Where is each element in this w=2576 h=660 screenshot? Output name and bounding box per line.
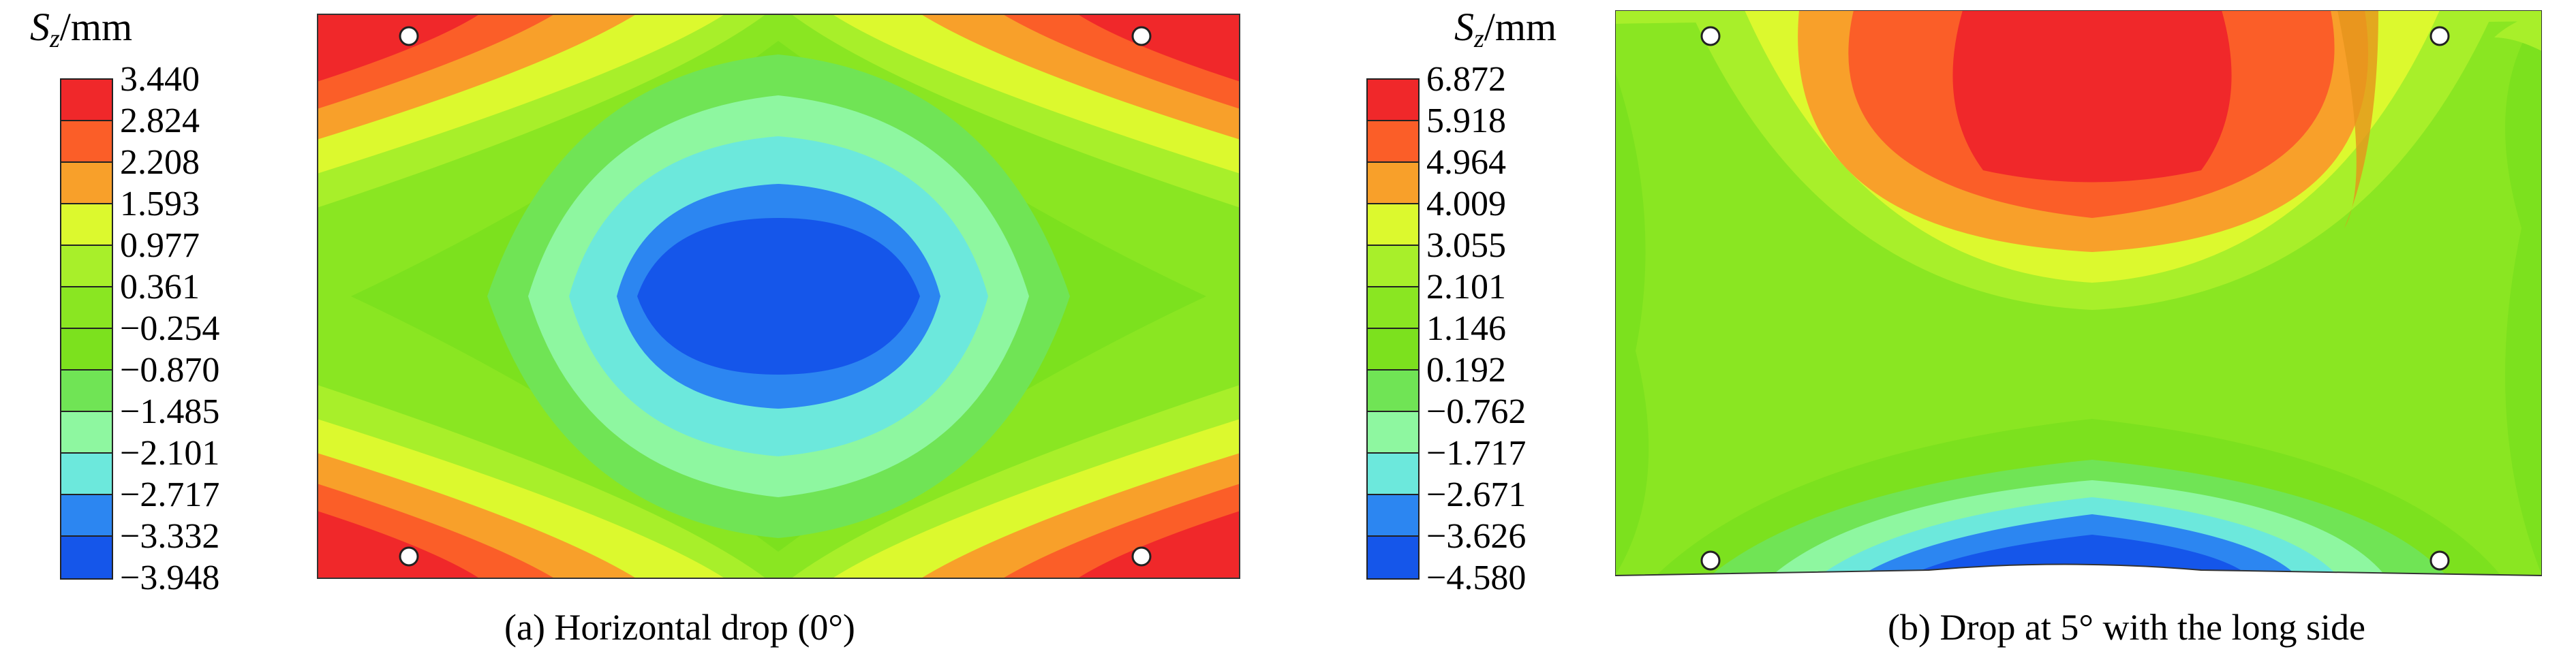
- legend-a-tick-label: −2.101: [120, 434, 220, 473]
- legend-a-tick-label: −3.332: [120, 517, 220, 556]
- legend-b-tick-label: 4.964: [1426, 143, 1506, 182]
- legend-a-swatch: [61, 454, 112, 495]
- corner-contours-a: [317, 14, 1240, 579]
- legend-b-tick-label: −0.762: [1426, 392, 1527, 431]
- legend-a-tick-label: −0.870: [120, 351, 220, 390]
- legend-b-tick-label: 1.146: [1426, 309, 1506, 348]
- legend-b-swatch: [1368, 495, 1418, 537]
- panel-a: Sz/mm 3.440 2.824 2.208 1.593 0.977 0.361 −0.2…: [30, 4, 1240, 648]
- legend-b-unit: /mm: [1484, 5, 1557, 49]
- legend-b-tick-label: 6.872: [1426, 60, 1506, 99]
- legend-b-swatch: [1368, 329, 1418, 371]
- legend-a-tick-label: −0.254: [120, 309, 220, 348]
- legend-a-swatch: [61, 163, 112, 204]
- legend-a-tick-label: −3.948: [120, 559, 220, 597]
- legend-a-swatch: [61, 329, 112, 371]
- legend-b-tick-label: 2.101: [1426, 268, 1506, 307]
- legend-a-tick-label: 2.208: [120, 143, 200, 182]
- caption-a: (a) Horizontal drop (0°): [504, 607, 855, 648]
- legend-a-swatch: [61, 204, 112, 246]
- legend-b-tick-label: −4.580: [1426, 559, 1527, 597]
- legend-b-swatch: [1368, 80, 1418, 121]
- legend-b-tick-label: 3.055: [1426, 226, 1506, 265]
- legend-a-tick-label: 1.593: [120, 185, 200, 223]
- legend-a-swatch: [61, 287, 112, 329]
- legend-a-symbol: S: [30, 5, 50, 49]
- legend-a-swatch: [61, 537, 112, 578]
- legend-a-unit: /mm: [59, 5, 133, 49]
- legend-b-swatch: [1368, 537, 1418, 578]
- legend-b-swatch: [1368, 454, 1418, 495]
- legend-a-subscript: z: [50, 25, 60, 53]
- legend-b-tick-label: −3.626: [1426, 517, 1527, 556]
- legend-a-tick-label: 0.977: [120, 226, 200, 265]
- legend-a-tick-label: 0.361: [120, 268, 200, 307]
- legend-a-swatch: [61, 371, 112, 412]
- legend-a-swatch: [61, 121, 112, 163]
- legend-a-tick-label: 3.440: [120, 60, 200, 99]
- legend-b-swatch: [1368, 163, 1418, 204]
- contour-plot-b: [1615, 10, 2542, 582]
- mounting-holes-b: [1700, 26, 2450, 571]
- contour-plot-a: [317, 14, 1240, 579]
- legend-a-swatch: [61, 495, 112, 537]
- legend-b-tick-label: 4.009: [1426, 185, 1506, 223]
- caption-b: (b) Drop at 5° with the long side: [1888, 607, 2365, 648]
- legend-b-colorbar: [1366, 78, 1420, 580]
- mounting-holes-a: [399, 26, 1152, 567]
- top-contours-b: [1690, 10, 2494, 310]
- legend-a-swatch: [61, 412, 112, 454]
- legend-b-swatch: [1368, 204, 1418, 246]
- legend-b-tick-label: 0.192: [1426, 351, 1506, 390]
- legend-a-tick-label: 2.824: [120, 101, 200, 140]
- center-contours-a: [351, 41, 1206, 552]
- legend-b-swatch: [1368, 246, 1418, 287]
- legend-b-tick-label: −1.717: [1426, 434, 1527, 473]
- legend-a-tick-label: −2.717: [120, 475, 220, 514]
- legend-a-swatch: [61, 80, 112, 121]
- legend-b-symbol: S: [1454, 5, 1474, 49]
- legend-a-swatch: [61, 246, 112, 287]
- legend-b-swatch: [1368, 287, 1418, 329]
- legend-b-title: Sz/mm: [1454, 4, 1557, 54]
- legend-a-title: Sz/mm: [30, 4, 132, 54]
- legend-b-subscript: z: [1474, 25, 1484, 53]
- legend-b-swatch: [1368, 371, 1418, 412]
- legend-b-tick-label: −2.671: [1426, 475, 1527, 514]
- legend-a-tick-label: −1.485: [120, 392, 220, 431]
- bottom-contours-b: [1656, 419, 2501, 576]
- legend-b-tick-label: 5.918: [1426, 101, 1506, 140]
- legend-b-swatch: [1368, 412, 1418, 454]
- legend-a-colorbar: [60, 78, 113, 580]
- legend-b-swatch: [1368, 121, 1418, 163]
- panel-b: Sz/mm 6.872 5.918 4.964 4.009 3.055 2.101 1.14…: [1288, 0, 2576, 660]
